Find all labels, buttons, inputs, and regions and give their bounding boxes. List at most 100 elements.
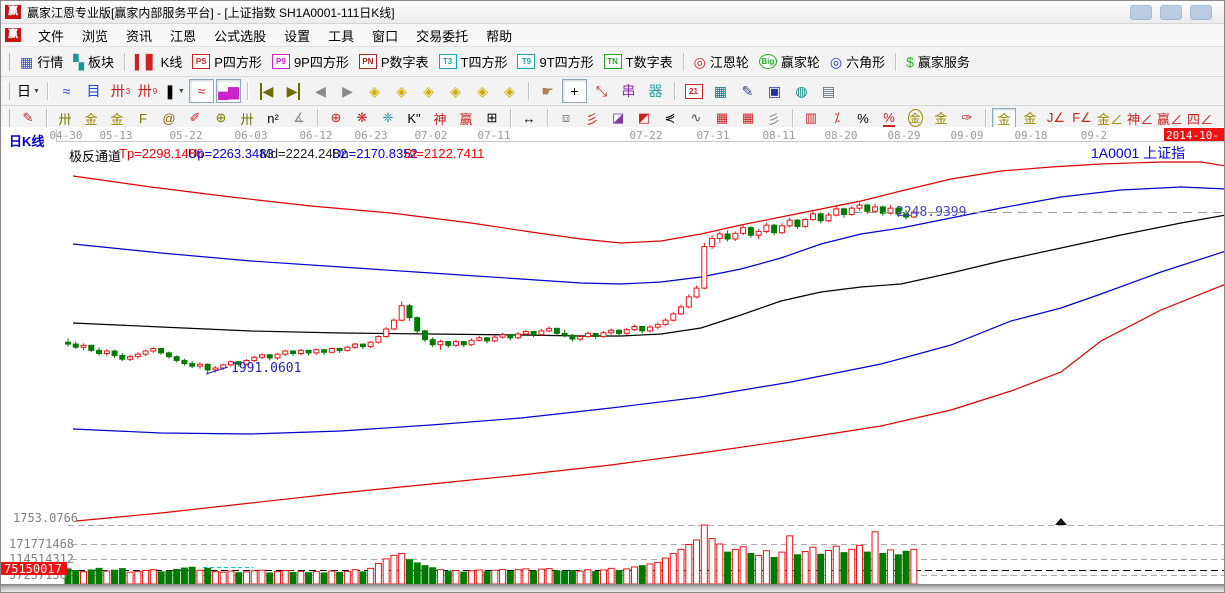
n-squared-button[interactable]: n² — [261, 108, 285, 129]
menu-item-资讯[interactable]: 资讯 — [126, 28, 153, 44]
minimize-button[interactable] — [1130, 4, 1152, 20]
crosshair-button[interactable]: + — [562, 79, 587, 103]
gann-box-gold-2-button[interactable]: 金 — [105, 108, 129, 129]
zigzag-compress-button[interactable]: ≈ — [54, 79, 79, 103]
zigzag-red-button[interactable]: ≈ — [189, 79, 214, 103]
kline-button[interactable]: ▍▋ K线 — [130, 50, 187, 73]
ying-grid-button[interactable]: 赢 — [454, 108, 478, 129]
measure-angle-button[interactable]: ⤡ — [589, 79, 614, 103]
calendar-button[interactable]: 21 — [681, 79, 706, 103]
percent-line-button[interactable]: ⁒ — [825, 108, 849, 129]
gann-tool-teal-button[interactable]: 器 — [643, 79, 668, 103]
menu-item-交易委托[interactable]: 交易委托 — [416, 28, 469, 44]
menu-item-工具[interactable]: 工具 — [328, 28, 355, 44]
gann-tool-purple-button[interactable]: 串 — [616, 79, 641, 103]
fan-box-2-button[interactable]: ◩ — [632, 108, 656, 129]
maximize-button[interactable] — [1160, 4, 1182, 20]
si-angle-button[interactable]: 四∠ — [1186, 108, 1214, 129]
zigzag-wave-button[interactable]: ∿ — [684, 108, 708, 129]
info-panel-button[interactable]: 目 — [81, 79, 106, 103]
browser-doc-button[interactable]: ◍ — [789, 79, 814, 103]
draw-pen-button[interactable]: ✎ — [16, 108, 40, 129]
period-day-dropdown-button[interactable]: 日 ▼ — [16, 79, 41, 103]
grid-red-arrow-button[interactable]: ▦ — [736, 108, 760, 129]
gold-circle-button[interactable]: 金 — [903, 108, 927, 129]
grid-red-button[interactable]: ▦ — [710, 108, 734, 129]
jump-last-button[interactable]: ▶ — [281, 79, 306, 103]
p-number-table-button[interactable]: PN P数字表 — [354, 50, 434, 73]
select-box-button[interactable]: ⧈ — [554, 108, 578, 129]
gann-wheel-button[interactable]: ◎ 江恩轮 — [689, 50, 754, 73]
kline-chart[interactable]: 日K线 04-30 05-13 05-22 06-03 06-12 06-23 07-02 0… — [1, 127, 1224, 592]
fan-gray-button[interactable]: 彡 — [762, 108, 786, 129]
brush-gold-button[interactable]: ✑ — [955, 108, 979, 129]
notepad-button[interactable]: ✎ — [735, 79, 760, 103]
wheel-24-button[interactable]: ❋ — [350, 108, 374, 129]
fibonacci-grid-button[interactable]: F — [131, 108, 155, 129]
menu-item-设置[interactable]: 设置 — [284, 28, 311, 44]
gold-underline-2-button[interactable]: 金 — [1018, 108, 1042, 129]
h-span-button[interactable]: ↔ — [517, 108, 541, 129]
t-number-table-button[interactable]: TN T数字表 — [599, 50, 678, 73]
winner-wheel-button[interactable]: Big 赢家轮 — [754, 50, 825, 73]
save-button[interactable]: ▣ — [762, 79, 787, 103]
shen-grid-button[interactable]: 神 — [428, 108, 452, 129]
grid-dense-button[interactable]: 卅 — [235, 108, 259, 129]
compress-diamond-button[interactable]: ◈ — [497, 79, 522, 103]
pan-hand-button[interactable]: ☛ — [535, 79, 560, 103]
zoom-out-diamond-button[interactable]: ◈ — [443, 79, 468, 103]
percent-button[interactable]: % — [851, 108, 875, 129]
trend-lines-button[interactable]: ⋞ — [658, 108, 682, 129]
f-angle-button[interactable]: F∠ — [1070, 108, 1094, 129]
gann-box-gold-button[interactable]: 金 — [79, 108, 103, 129]
percent-bar-button[interactable]: % — [877, 108, 901, 129]
quotes-button[interactable]: ▦ 行情 — [15, 50, 68, 73]
k-quote-button[interactable]: K" — [402, 108, 426, 129]
page-left-button[interactable]: ◀ — [308, 79, 333, 103]
grid-lines-button[interactable]: 卅 — [53, 108, 77, 129]
expand-diamond-button[interactable]: ◈ — [416, 79, 441, 103]
menu-item-文件[interactable]: 文件 — [38, 28, 65, 44]
ying-angle-button[interactable]: 赢∠ — [1156, 108, 1184, 129]
j-angle-button[interactable]: J∠ — [1044, 108, 1068, 129]
9t-square-button[interactable]: T9 9T四方形 — [512, 50, 598, 73]
menu-item-帮助[interactable]: 帮助 — [486, 28, 513, 44]
zoom-in-diamond-button[interactable]: ◈ — [470, 79, 495, 103]
menu-item-窗口[interactable]: 窗口 — [372, 28, 399, 44]
jump-first-icon: ◀ — [259, 82, 273, 100]
menu-item-江恩[interactable]: 江恩 — [170, 28, 197, 44]
jump-first-button[interactable]: ◀ — [254, 79, 279, 103]
gold-bar-button[interactable]: 金 — [929, 108, 953, 129]
hexagon-button[interactable]: ◎ 六角形 — [825, 50, 890, 73]
circle-grid-button[interactable]: ⊕ — [209, 108, 233, 129]
ruler-123-button[interactable]: ⊞ — [480, 108, 504, 129]
shen-angle-button[interactable]: 神∠ — [1126, 108, 1154, 129]
shift-right-diamond-button[interactable]: ◈ — [389, 79, 414, 103]
close-button[interactable] — [1190, 4, 1212, 20]
volume-profile-button[interactable]: ▄▆ — [216, 79, 241, 103]
gold-angle-button[interactable]: 金∠ — [1096, 108, 1124, 129]
page-right-button[interactable]: ▶ — [335, 79, 360, 103]
draw-measure-button[interactable]: ✐ — [183, 108, 207, 129]
wheel-square-button[interactable]: ❈ — [376, 108, 400, 129]
menu-item-浏览[interactable]: 浏览 — [82, 28, 109, 44]
sectors-button[interactable]: ▚ 板块 — [68, 50, 119, 73]
spiral-button[interactable]: @ — [157, 108, 181, 129]
t-square-button[interactable]: T3 T四方形 — [434, 50, 513, 73]
gold-triangle-button[interactable]: 金 — [992, 107, 1016, 129]
candle-style-dropdown-button[interactable]: ❚ ▼ — [162, 79, 187, 103]
fan-box-button[interactable]: ◪ — [606, 108, 630, 129]
calculator-button[interactable]: ▦ — [708, 79, 733, 103]
menu-item-公式选股[interactable]: 公式选股 — [214, 28, 267, 44]
9p-square-button[interactable]: P9 9P四方形 — [267, 50, 354, 73]
p-square-button[interactable]: PS P四方形 — [187, 50, 267, 73]
fan-lines-red-button[interactable]: 彡 — [580, 108, 604, 129]
send-order-button[interactable]: ▤ — [816, 79, 841, 103]
circle-cross-button[interactable]: ⊕ — [324, 108, 348, 129]
angle-mirror-button[interactable]: ∡ — [287, 108, 311, 129]
stats-percent-button[interactable]: ▥ — [799, 108, 823, 129]
shift-left-diamond-button[interactable]: ◈ — [362, 79, 387, 103]
winner-service-button[interactable]: $ 赢家服务 — [901, 50, 975, 73]
